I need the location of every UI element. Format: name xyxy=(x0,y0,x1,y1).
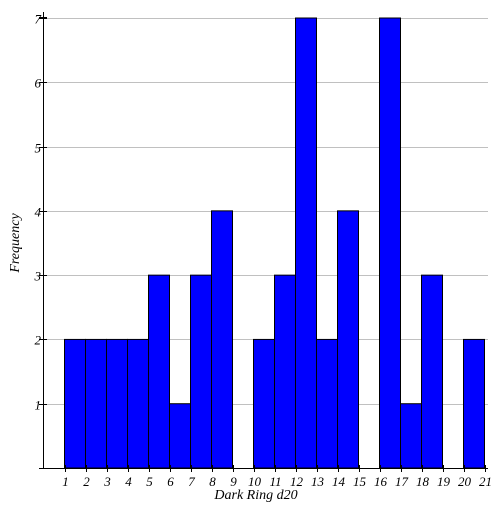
x-tick-label-6: 6 xyxy=(167,474,174,489)
bars xyxy=(64,17,485,469)
x-tick-label-2: 2 xyxy=(83,474,90,489)
x-tick-label-7: 7 xyxy=(188,474,195,489)
bar-16-17 xyxy=(379,17,401,469)
y-tick-label-7: 7 xyxy=(35,12,42,27)
x-tick-label-11: 11 xyxy=(269,474,281,489)
y-tick-label-4: 4 xyxy=(35,205,42,220)
x-tick-label-1: 1 xyxy=(62,474,69,489)
x-tick-label-21: 21 xyxy=(479,474,492,489)
bar-13-14 xyxy=(316,338,338,469)
x-tick-label-4: 4 xyxy=(125,474,132,489)
bar-17-18 xyxy=(400,403,422,469)
bar-3-4 xyxy=(106,338,128,469)
x-tick-label-20: 20 xyxy=(458,474,472,489)
axes xyxy=(39,12,488,472)
y-tick-label-2: 2 xyxy=(35,333,42,348)
y-tick-label-1: 1 xyxy=(35,398,42,413)
x-tick-label-15: 15 xyxy=(353,474,367,489)
x-tick-label-19: 19 xyxy=(437,474,451,489)
bar-10-11 xyxy=(253,338,275,469)
x-tick-label-12: 12 xyxy=(290,474,304,489)
bar-7-8 xyxy=(190,274,212,469)
y-tick-label-3: 3 xyxy=(34,269,42,284)
x-tick-label-18: 18 xyxy=(416,474,430,489)
bar-18-19 xyxy=(421,274,443,469)
bar-5-6 xyxy=(148,274,170,469)
bar-2-3 xyxy=(85,338,107,469)
x-tick-label-17: 17 xyxy=(395,474,409,489)
bar-6-7 xyxy=(169,403,191,469)
bar-20-21 xyxy=(463,338,485,469)
x-tick-label-16: 16 xyxy=(374,474,388,489)
bar-1-2 xyxy=(64,338,86,469)
x-tick-label-3: 3 xyxy=(103,474,111,489)
x-tick-label-9: 9 xyxy=(230,474,237,489)
y-axis-title: Frequency xyxy=(8,213,23,274)
y-tick-label-5: 5 xyxy=(35,141,42,156)
x-tick-label-14: 14 xyxy=(332,474,346,489)
x-axis-title: Dark Ring d20 xyxy=(213,488,297,503)
bar-11-12 xyxy=(274,274,296,469)
bar-8-9 xyxy=(211,210,233,469)
bar-12-13 xyxy=(295,17,317,469)
x-tick-label-10: 10 xyxy=(248,474,262,489)
x-tick-label-13: 13 xyxy=(311,474,325,489)
x-tick-label-5: 5 xyxy=(146,474,153,489)
x-tick-label-8: 8 xyxy=(209,474,216,489)
bar-4-5 xyxy=(127,338,149,469)
bar-14-15 xyxy=(337,210,359,469)
y-tick-label-6: 6 xyxy=(35,76,42,91)
